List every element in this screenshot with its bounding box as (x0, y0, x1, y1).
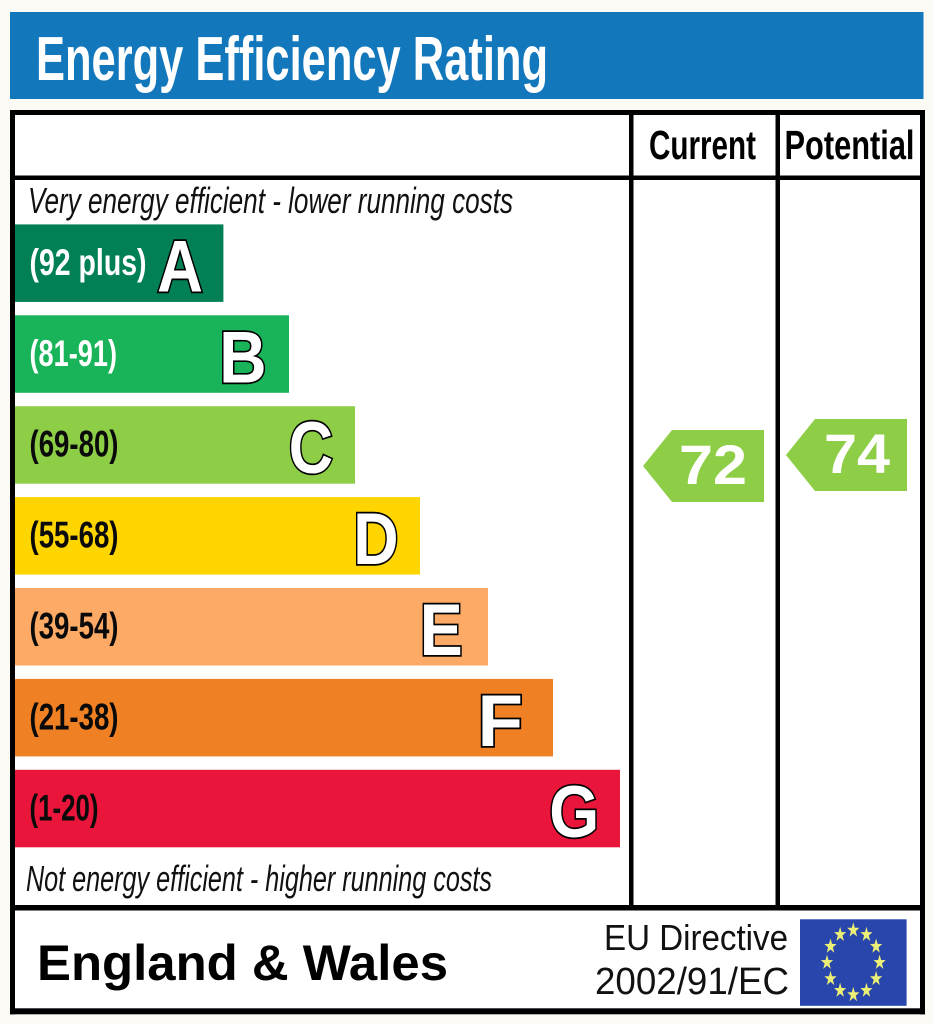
svg-text:(39-54): (39-54) (30, 606, 119, 647)
svg-text:(21-38): (21-38) (30, 696, 119, 737)
svg-text:(81-91): (81-91) (30, 333, 118, 374)
svg-text:A: A (157, 226, 203, 307)
svg-text:Very energy efficient - lower: Very energy efficient - lower running co… (28, 180, 513, 221)
svg-text:(55-68): (55-68) (30, 515, 119, 556)
svg-text:Potential: Potential (785, 122, 915, 168)
svg-text:C: C (289, 408, 333, 489)
svg-text:(1-20): (1-20) (30, 787, 99, 828)
svg-text:Current: Current (649, 122, 756, 168)
svg-text:2002/91/EC: 2002/91/EC (595, 961, 789, 1003)
svg-text:G: G (549, 772, 599, 853)
svg-text:England & Wales: England & Wales (37, 935, 448, 991)
svg-text:EU Directive: EU Directive (604, 917, 788, 958)
svg-text:F: F (478, 681, 524, 762)
svg-text:(69-80): (69-80) (30, 424, 119, 465)
svg-text:B: B (219, 317, 267, 398)
svg-text:D: D (353, 499, 398, 580)
svg-text:Not energy efficient - higher: Not energy efficient - higher running co… (26, 858, 492, 899)
svg-text:74: 74 (824, 422, 890, 485)
svg-text:Energy Efficiency Rating: Energy Efficiency Rating (36, 25, 548, 94)
svg-text:72: 72 (679, 433, 747, 496)
svg-text:E: E (420, 590, 463, 671)
svg-text:(92 plus): (92 plus) (30, 242, 147, 283)
